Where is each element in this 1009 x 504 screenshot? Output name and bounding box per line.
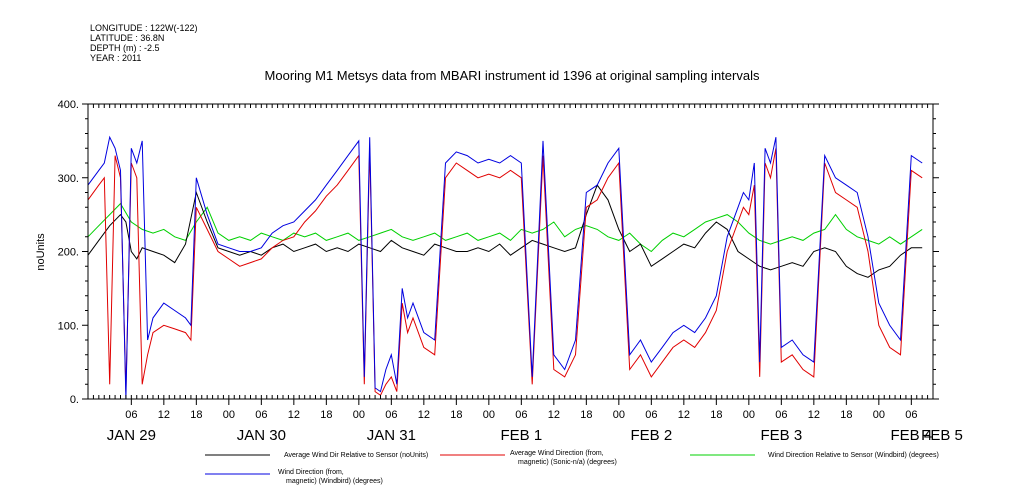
legend-label-2: Wind Direction Relative to Sensor (Windb… bbox=[768, 452, 939, 459]
x-tick-label: 12 bbox=[418, 409, 430, 421]
x-tick-label: 06 bbox=[385, 409, 397, 421]
meta-latitude: LATITUDE : 36.8N bbox=[90, 33, 164, 43]
x-tick-label: 18 bbox=[710, 409, 722, 421]
x-tick-label: 00 bbox=[873, 409, 885, 421]
x-tick-label: 00 bbox=[613, 409, 625, 421]
legend: Average Wind Dir Relative to Sensor (noU… bbox=[205, 450, 939, 485]
x-axis: 06 12 18 00 06 12 18 00 06 12 18 00 06 12 18 00 06 12 18 00… bbox=[107, 399, 963, 444]
metadata-header: LONGITUDE : 122W(-122) LATITUDE : 36.8N … bbox=[90, 23, 198, 63]
legend-label-1: Average Wind Direction (from, magnetic) (… bbox=[510, 450, 617, 466]
legend-label-3: Wind Direction (from, magnetic) (Windbird… bbox=[278, 469, 383, 485]
meta-depth: DEPTH (m) : -2.5 bbox=[90, 43, 160, 53]
x-day-label: FEB 4 bbox=[890, 427, 932, 444]
x-day-label: FEB 3 bbox=[760, 427, 802, 444]
x-tick-label: 18 bbox=[190, 409, 202, 421]
y-tick-label: 400. bbox=[58, 99, 79, 111]
x-tick-label: 06 bbox=[775, 409, 787, 421]
x-tick-label: 00 bbox=[743, 409, 755, 421]
x-tick-label: 00 bbox=[483, 409, 495, 421]
x-day-label: JAN 31 bbox=[367, 427, 416, 444]
y-tick-label: 0. bbox=[70, 394, 79, 406]
plot-series bbox=[87, 135, 923, 400]
meta-longitude: LONGITUDE : 122W(-122) bbox=[90, 23, 198, 33]
x-tick-label: 06 bbox=[125, 409, 137, 421]
x-tick-label: 12 bbox=[288, 409, 300, 421]
y-tick-label: 200. bbox=[58, 247, 79, 259]
plot-frame bbox=[87, 103, 934, 400]
y-axis-label: noUnits bbox=[35, 233, 47, 271]
y-axis: 0. 100. 200. 300. 400. bbox=[58, 99, 939, 406]
minor-ticks bbox=[87, 104, 934, 399]
x-day-label: JAN 30 bbox=[237, 427, 286, 444]
meta-year: YEAR : 2011 bbox=[90, 53, 141, 63]
y-tick-label: 100. bbox=[58, 320, 79, 332]
x-tick-label: 00 bbox=[353, 409, 365, 421]
x-tick-label: 18 bbox=[840, 409, 852, 421]
y-tick-label: 300. bbox=[58, 173, 79, 185]
x-day-label: FEB 1 bbox=[500, 427, 542, 444]
series-line-1 bbox=[87, 148, 923, 397]
x-tick-label: 12 bbox=[678, 409, 690, 421]
x-day-label: JAN 29 bbox=[107, 427, 156, 444]
chart-title: Mooring M1 Metsys data from MBARI instru… bbox=[265, 68, 760, 83]
x-tick-label: 12 bbox=[158, 409, 170, 421]
x-tick-label: 12 bbox=[808, 409, 820, 421]
x-tick-label: 18 bbox=[450, 409, 462, 421]
x-tick-label: 06 bbox=[905, 409, 917, 421]
x-tick-label: 06 bbox=[515, 409, 527, 421]
x-day-label: FEB 2 bbox=[630, 427, 672, 444]
x-tick-label: 06 bbox=[645, 409, 657, 421]
x-tick-label: 06 bbox=[255, 409, 267, 421]
series-line-2 bbox=[87, 202, 923, 253]
legend-label-0: Average Wind Dir Relative to Sensor (noU… bbox=[284, 452, 428, 459]
x-day-label: FEB 5 bbox=[921, 427, 963, 444]
x-tick-label: 00 bbox=[223, 409, 235, 421]
series-line-3 bbox=[87, 135, 923, 400]
x-tick-label: 18 bbox=[580, 409, 592, 421]
x-tick-label: 12 bbox=[548, 409, 560, 421]
x-tick-label: 18 bbox=[320, 409, 332, 421]
